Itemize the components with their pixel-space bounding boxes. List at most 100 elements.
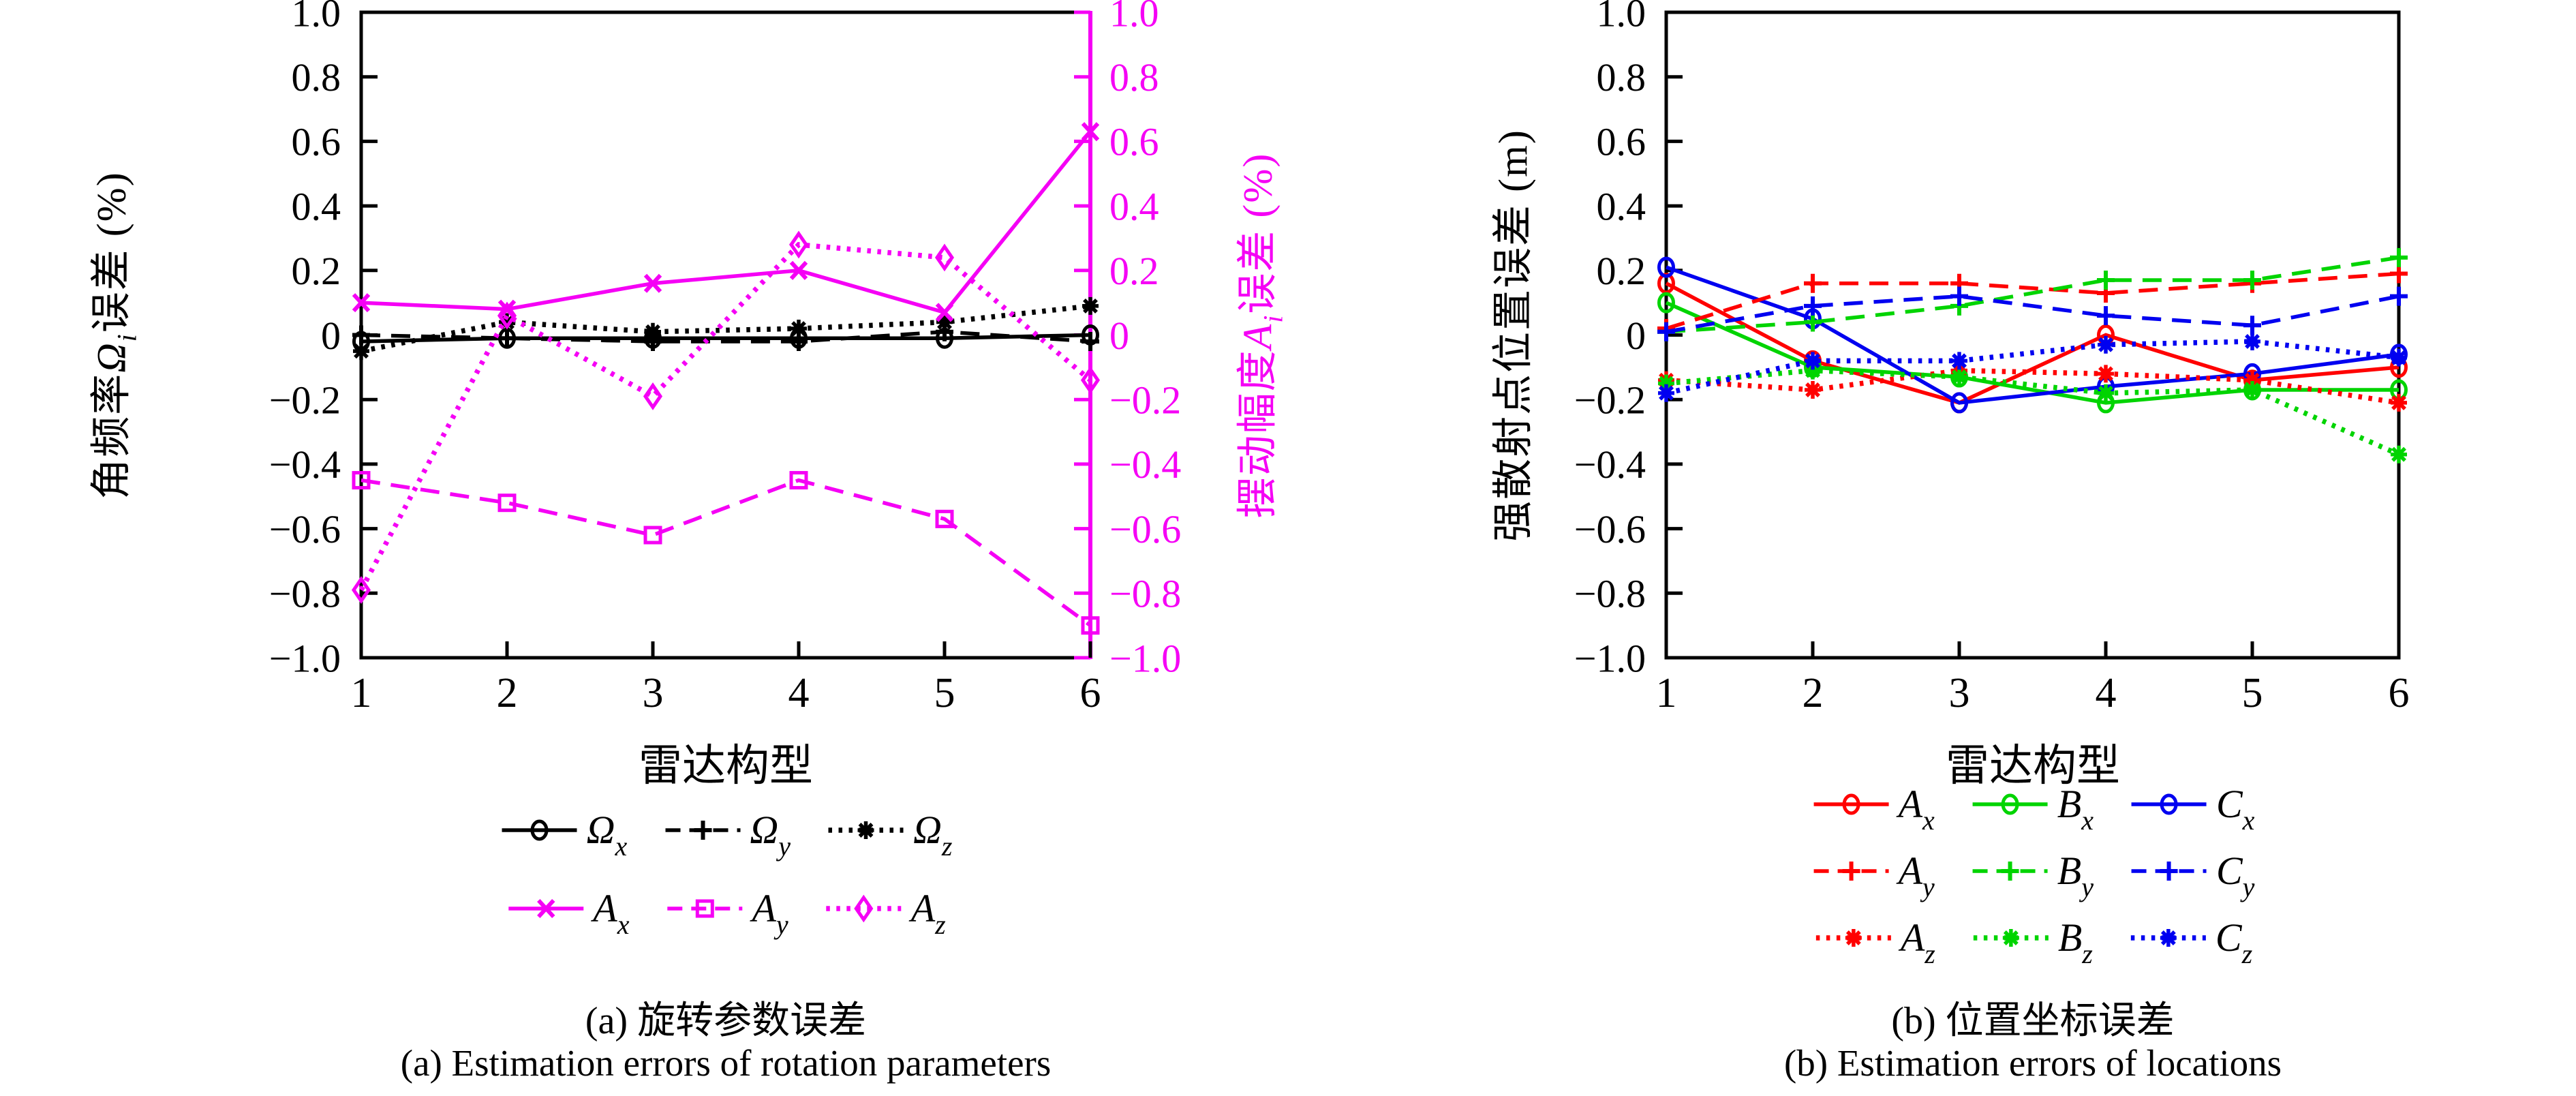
legend-sample-marker — [695, 899, 714, 918]
x-axis-tick-label: 2 — [1803, 670, 1824, 716]
series-B-z — [1658, 361, 2407, 463]
series-A-y-marker — [352, 471, 371, 490]
series-A-x-line — [1665, 281, 2399, 405]
legend-label: Bz — [2057, 915, 2093, 969]
chart-a-ylabel-right: 摆动幅度Ai误差 (%) — [1225, 153, 1289, 519]
legend-label: Ax — [593, 886, 630, 940]
series-A-x-marker — [352, 293, 371, 313]
legend-entry-A-z: Az — [824, 886, 946, 940]
chart-a: 1.0 0.8 0.6 0.4 0.2 0 −0.2 −0.4 −0.6 −0.8 −1.0 1.0 0… — [269, 0, 1181, 716]
caption-a-en: (a) Estimation errors of rotation parame… — [400, 1042, 1052, 1084]
series-A-y-marker — [935, 509, 954, 528]
series-A-x-marker — [789, 260, 808, 280]
series-Ω-y-line — [361, 330, 1091, 344]
y-axis-tick-label: 0.8 — [1597, 55, 1646, 100]
series-B-z-line — [1666, 367, 2400, 457]
series-B-z-marker — [1805, 361, 1821, 380]
legend-row: Ay By Cy — [1811, 851, 2254, 901]
y-axis-tick-label: 0.4 — [292, 184, 341, 228]
x-axis-tick-label: 6 — [2389, 670, 2410, 716]
legend-sample-marker — [2160, 793, 2178, 815]
series-A-z-marker — [788, 230, 809, 259]
series-C-y — [1657, 286, 2408, 341]
right-axis-tick-label: −1.0 — [1109, 636, 1181, 680]
series-A-z-marker — [497, 301, 517, 330]
series-A-y-marker — [497, 493, 517, 513]
x-axis-tick-label: 2 — [497, 670, 518, 716]
series-A-z-marker — [2098, 365, 2114, 383]
legend-label: Cx — [2215, 782, 2255, 836]
legend-sample — [1813, 793, 1889, 815]
series-A-y-line — [1666, 271, 2399, 331]
x-axis-tick-label: 4 — [788, 670, 810, 716]
legend-entry-Ω-y: Ωy — [662, 808, 791, 862]
y-axis-tick-label: −0.8 — [1574, 572, 1646, 616]
legend-label: Az — [910, 886, 946, 940]
legend-label: Cz — [2215, 915, 2253, 969]
legend-sample — [826, 894, 902, 923]
series-B-x-line — [1665, 301, 2399, 405]
series-B-y-marker — [2097, 271, 2115, 290]
legend-label: Ωz — [913, 808, 953, 862]
legend-sample-marker — [1842, 793, 1860, 815]
series-A-y-line — [361, 478, 1092, 627]
x-axis-tick-label: 5 — [934, 670, 955, 716]
chart-a-ylabel-subscript: i — [111, 333, 142, 342]
series-B-y — [1657, 247, 2408, 341]
series-Ω-z-marker — [353, 342, 369, 361]
right-axis-tick-label: −0.2 — [1109, 378, 1181, 423]
series-A-x-marker — [935, 303, 954, 322]
caption-a-zh: (a) 旋转参数误差 — [585, 1000, 867, 1042]
right-axis-tick-label: 0.6 — [1109, 120, 1159, 164]
legend-entry-B-z: Bz — [1971, 915, 2093, 969]
legend-sample — [1972, 862, 2048, 881]
series-C-y-marker — [2390, 286, 2408, 306]
y-axis-tick-label: 0 — [321, 314, 341, 358]
legend-sample — [1972, 793, 2048, 815]
chart-a-ylabel-suffix: 误差 (%) — [89, 171, 134, 333]
legend-entry-A-x: Ax — [506, 886, 630, 940]
right-axis-tick-label: 1.0 — [1109, 0, 1159, 35]
legend-sample — [2130, 929, 2206, 947]
chart-a-ylabel-left: 角频率Ωi误差 (%) — [78, 171, 142, 499]
chart-a-ylabel-symbol: Ω — [89, 341, 134, 373]
series-A-z-marker — [2391, 393, 2407, 412]
y-axis-tick-label: 0.4 — [1597, 184, 1646, 228]
series-B-y-marker — [2390, 247, 2408, 267]
y-axis-tick-label: −0.6 — [1574, 507, 1646, 551]
chart-a-ylabel-right-subscript: i — [1257, 314, 1289, 323]
chart-a-ylabel-right-prefix: 摆动幅度 — [1235, 349, 1281, 519]
series-C-z-marker — [1805, 352, 1821, 370]
y-axis-tick-label: −0.4 — [269, 442, 341, 487]
series-C-z-marker — [2391, 348, 2407, 367]
legend-entry-Ω-z: Ωz — [826, 808, 953, 862]
legend-entry-A-y: Ay — [664, 886, 788, 940]
series-B-z-marker — [1658, 374, 1674, 393]
legend-label: Az — [1900, 915, 1935, 969]
series-Ω-z-marker — [791, 320, 807, 338]
series-Ω-z-marker — [499, 313, 515, 331]
legend-label: Ωy — [750, 808, 791, 862]
series-Ω-z-marker — [1082, 296, 1099, 315]
legend-entry-A-y: Ay — [1811, 851, 1935, 901]
chart-b-ylabel: 强散射点位置误差 (m) — [1480, 129, 1539, 542]
legend-row: Ωx Ωy Ωz — [500, 808, 953, 862]
caption-b-en: (b) Estimation errors of locations — [1783, 1042, 2282, 1084]
series-A-y-marker — [789, 471, 808, 490]
y-axis-tick-label: 0 — [1626, 314, 1646, 358]
y-axis-tick-label: 0.2 — [292, 249, 341, 293]
y-axis-tick-label: 0.2 — [1597, 249, 1646, 293]
right-axis-tick-label: −0.6 — [1109, 507, 1181, 551]
series-C-y-marker — [1804, 296, 1822, 316]
series-A-z-marker — [2244, 371, 2260, 389]
legend-label: Ay — [752, 886, 788, 940]
series-A-x-line — [361, 130, 1092, 315]
series-C-y-line — [1666, 294, 2399, 334]
chart-a-ylabel-right-symbol: A — [1235, 322, 1281, 350]
series-A-z-marker — [1080, 366, 1101, 395]
legend-entry-B-y: By — [1970, 851, 2094, 901]
series-C-x-marker — [1657, 256, 1675, 278]
series-A-z — [351, 230, 1101, 604]
legend-entry-C-z: Cz — [2128, 915, 2253, 969]
